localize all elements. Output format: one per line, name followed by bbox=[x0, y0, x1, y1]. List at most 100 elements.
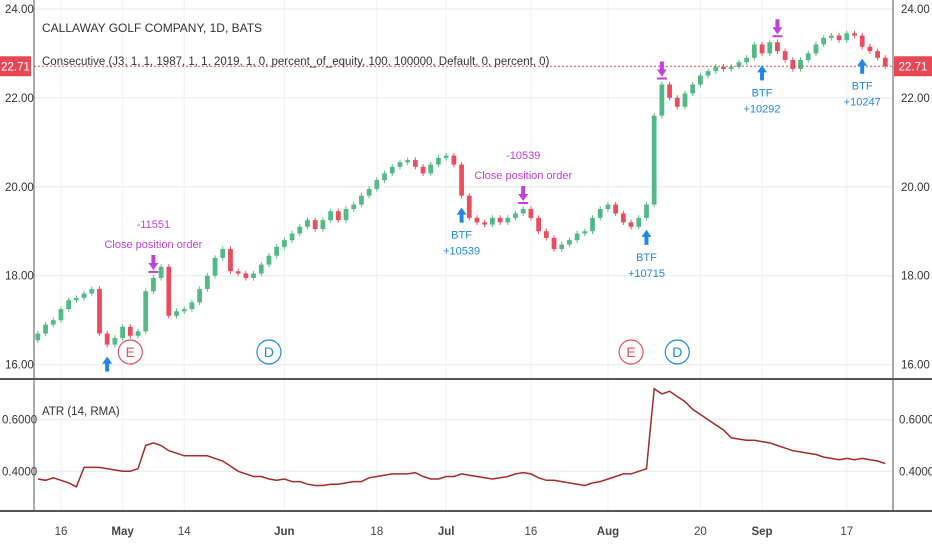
candle-body bbox=[459, 164, 464, 196]
candle-body bbox=[875, 51, 880, 58]
price-tick-label-right: 18.00 bbox=[901, 271, 930, 283]
candle-body bbox=[274, 246, 280, 256]
time-tick-label: 16 bbox=[525, 526, 538, 538]
candle-body bbox=[844, 33, 850, 41]
buy-signal-label: BTF bbox=[636, 252, 657, 264]
candle-body bbox=[104, 333, 110, 345]
last-price-label-right: 22.71 bbox=[899, 61, 928, 73]
candle-body bbox=[528, 209, 534, 218]
price-pane[interactable]: 22.71 22.71 bbox=[0, 30, 932, 348]
candle-body bbox=[513, 213, 518, 218]
candle-body bbox=[659, 84, 665, 116]
atr-tick-label-left: 0.4000 bbox=[2, 466, 37, 478]
earnings-marker bbox=[618, 339, 644, 365]
candle-body bbox=[81, 293, 87, 298]
candle-body bbox=[690, 84, 696, 94]
close-order-arrow-icon bbox=[772, 19, 783, 35]
candle-body bbox=[582, 231, 588, 234]
time-tick-label: 14 bbox=[178, 526, 191, 538]
candle-body bbox=[58, 309, 64, 321]
time-tick-label: Jun bbox=[274, 526, 294, 538]
candle-body bbox=[266, 255, 272, 265]
candle-body bbox=[590, 217, 595, 232]
candle-body bbox=[759, 44, 765, 54]
time-tick-label: 18 bbox=[370, 526, 383, 538]
candle-body bbox=[405, 160, 411, 163]
candle-body bbox=[43, 324, 48, 334]
price-tick-label-left: 24.00 bbox=[5, 4, 34, 16]
candle-body bbox=[574, 233, 580, 241]
dividend-marker bbox=[256, 339, 282, 365]
price-tick-label-right: 16.00 bbox=[901, 360, 930, 372]
buy-signal-amount: +10247 bbox=[844, 97, 881, 109]
close-order-arrow-icon bbox=[148, 254, 159, 270]
buy-signal-arrow-icon bbox=[102, 356, 113, 372]
candle-body bbox=[551, 237, 557, 250]
buy-signal-arrow-icon bbox=[641, 229, 652, 245]
candle-body bbox=[197, 289, 203, 303]
time-tick-label: 16 bbox=[55, 526, 68, 538]
candle-body bbox=[767, 42, 773, 54]
candle-body bbox=[97, 289, 102, 334]
candle-body bbox=[828, 35, 834, 38]
candle-body bbox=[328, 211, 333, 221]
close-order-amount: -11551 bbox=[137, 219, 170, 231]
time-tick-label: Jul bbox=[438, 526, 455, 538]
candle-body bbox=[35, 333, 41, 341]
candle-body bbox=[597, 209, 603, 218]
candle-body bbox=[412, 160, 418, 167]
atr-tick-label-right: 0.6000 bbox=[899, 415, 932, 427]
buy-signal-amount: +10292 bbox=[744, 103, 781, 115]
candle-body bbox=[297, 226, 303, 234]
candle-body bbox=[335, 211, 341, 221]
time-tick-label: Sep bbox=[751, 526, 772, 538]
candle-body bbox=[382, 173, 387, 181]
event-letter: D bbox=[672, 344, 682, 360]
dividend-marker bbox=[664, 339, 690, 365]
candle-body bbox=[836, 35, 842, 41]
close-order-label: Close position order bbox=[474, 170, 572, 182]
buy-signal-label: BTF bbox=[451, 230, 472, 242]
buy-signal-arrow-icon bbox=[757, 65, 768, 81]
candle-body bbox=[343, 209, 349, 221]
candle-body bbox=[698, 75, 703, 85]
buy-signal-arrow-icon bbox=[456, 207, 467, 223]
candle-body bbox=[143, 291, 149, 332]
candle-body bbox=[451, 155, 457, 165]
candle-body bbox=[166, 266, 172, 316]
candle-body bbox=[721, 66, 726, 69]
candle-body bbox=[713, 66, 719, 72]
earnings-marker bbox=[117, 339, 143, 365]
annotations: E D E D BTF +10539 BTF +10715 BTF +10292 BTF +10247… bbox=[102, 19, 881, 372]
buy-signal-label: BTF bbox=[852, 81, 873, 93]
candle-body bbox=[813, 44, 819, 54]
event-letter: E bbox=[626, 344, 635, 360]
candle-body bbox=[320, 220, 326, 230]
price-tick-label-right: 24.00 bbox=[901, 4, 930, 16]
candle-body bbox=[359, 195, 364, 205]
close-order-amount: -10539 bbox=[506, 150, 540, 162]
candle-body bbox=[744, 57, 750, 63]
atr-pane[interactable]: ATR (14, RMA) bbox=[37, 387, 886, 488]
candle-body bbox=[536, 217, 542, 232]
candle-body bbox=[613, 204, 619, 214]
candle-body bbox=[204, 275, 210, 290]
buy-signal-amount: +10539 bbox=[443, 246, 480, 258]
price-tick-label-left: 20.00 bbox=[5, 182, 34, 194]
candle-body bbox=[821, 37, 827, 45]
candle-body bbox=[775, 42, 780, 52]
candle-body bbox=[882, 57, 888, 67]
time-tick-label: May bbox=[111, 526, 134, 538]
candle-body bbox=[505, 217, 511, 223]
buy-signal-arrow-icon bbox=[857, 58, 868, 74]
last-price-label-left: 22.71 bbox=[1, 61, 30, 73]
candle-body bbox=[636, 217, 642, 227]
candle-body bbox=[73, 297, 79, 301]
candle-body bbox=[228, 249, 233, 272]
close-order-label: Close position order bbox=[104, 239, 202, 251]
candle-body bbox=[667, 84, 672, 98]
candle-body bbox=[428, 164, 434, 174]
strategy-label: Consecutive (J3, 1, 1, 1987, 1, 1, 2019,… bbox=[42, 56, 550, 68]
